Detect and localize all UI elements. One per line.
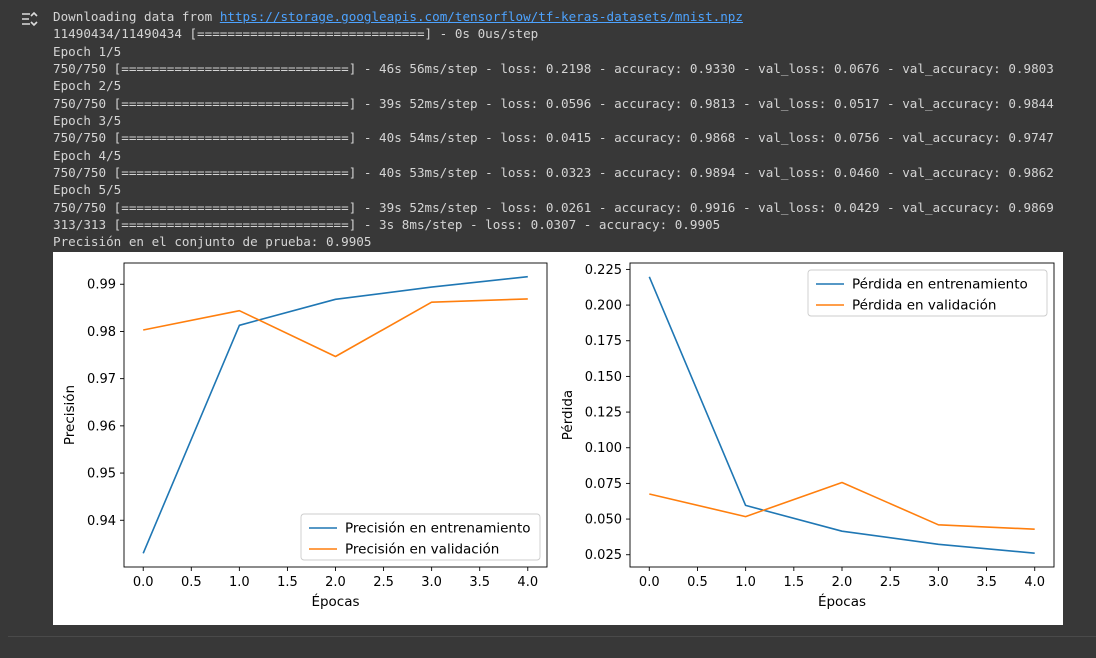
console-line: 750/750 [==============================]… (53, 95, 1054, 111)
y-tick-label: 0.125 (585, 406, 622, 421)
x-tick-label: 2.5 (373, 575, 394, 590)
legend-label: Pérdida en entrenamiento (852, 277, 1028, 293)
x-tick-label: 1.0 (229, 575, 250, 590)
console-line: Precisión en el conjunto de prueba: 0.99… (53, 234, 372, 250)
console-line: 313/313 [==============================]… (53, 217, 721, 233)
console-line: Epoch 1/5 (53, 43, 122, 59)
y-tick-label: 0.98 (87, 325, 116, 340)
series-line-train (142, 275, 528, 554)
x-tick-label: 0.0 (639, 575, 660, 590)
download-link[interactable]: https://storage.googleapis.com/tensorflo… (219, 9, 743, 24)
x-tick-label: 0.0 (133, 575, 154, 590)
y-tick-label: 0.075 (585, 477, 622, 492)
legend-box (807, 269, 1048, 317)
legend-label: Pérdida en validación (852, 298, 996, 314)
figure-canvas: 0.0 0.5 1.0 1.5 2.0 2.5 3.0 3.5 4.0 0.94 0.95 0.96 0… (62, 262, 1055, 610)
y-tick-label: 0.99 (87, 278, 116, 293)
y-tick-label: 0.97 (87, 372, 116, 387)
x-tick-label: 4.0 (1024, 575, 1045, 590)
x-tick-label: 1.5 (277, 575, 298, 590)
legend-box (300, 513, 541, 561)
console-output: Downloading data from https://storage.go… (53, 8, 1054, 251)
x-axis-label: Épocas (818, 593, 866, 610)
chart-1: 0.0 0.5 1.0 1.5 2.0 2.5 3.0 3.5 4.0 0.94 0.95 0.96 0… (62, 262, 548, 610)
console-line: Epoch 3/5 (53, 113, 122, 129)
x-tick-label: 3.0 (928, 575, 949, 590)
cell-footer (0, 637, 1096, 658)
x-tick-label: 2.5 (880, 575, 901, 590)
x-tick-label: 1.0 (735, 575, 756, 590)
legend-label: Precisión en entrenamiento (345, 521, 531, 537)
legend-label: Precisión en validación (345, 542, 499, 558)
y-tick-label: 0.95 (87, 467, 116, 482)
legend: Precisión en entrenamiento Precisión en v… (300, 513, 541, 561)
x-tick-label: 0.5 (687, 575, 708, 590)
x-tick-label: 3.0 (421, 575, 442, 590)
series-line-val (649, 481, 1035, 530)
x-tick-label: 2.0 (832, 575, 853, 590)
matplotlib-figure: 0.0 0.5 1.0 1.5 2.0 2.5 3.0 3.5 4.0 0.94 0.95 0.96 0… (53, 252, 1063, 625)
y-axis-label: Pérdida (560, 390, 576, 440)
y-axis-label: Precisión (62, 385, 78, 445)
console-line: 750/750 [==============================]… (53, 130, 1054, 146)
y-tick-label: 0.94 (87, 514, 116, 529)
chart-2: 0.0 0.5 1.0 1.5 2.0 2.5 3.0 3.5 4.0 0.025 0.050 0.0… (560, 262, 1055, 610)
series-line-train (648, 276, 1035, 554)
x-tick-label: 3.5 (976, 575, 997, 590)
console-line: Epoch 2/5 (53, 78, 122, 94)
console-line: Epoch 4/5 (53, 147, 122, 163)
series-line-val (143, 298, 528, 358)
download-line: Downloading data from https://storage.go… (53, 8, 1054, 25)
x-tick-label: 0.5 (181, 575, 202, 590)
y-tick-label: 0.100 (585, 441, 622, 456)
y-tick-label: 0.200 (585, 299, 622, 314)
y-tick-label: 0.025 (585, 548, 622, 563)
console-line: 750/750 [==============================]… (53, 165, 1054, 181)
download-prefix: Downloading data from (53, 9, 220, 24)
y-tick-label: 0.175 (585, 334, 622, 349)
output-collapse-icon[interactable] (18, 8, 42, 30)
x-axis-label: Épocas (311, 593, 359, 610)
y-tick-label: 0.150 (585, 370, 622, 385)
y-tick-label: 0.225 (585, 263, 622, 278)
console-line: Epoch 5/5 (53, 182, 122, 198)
console-line: 11490434/11490434 [=====================… (53, 26, 539, 42)
x-tick-label: 2.0 (325, 575, 346, 590)
y-tick-label: 0.96 (87, 419, 116, 434)
legend: Pérdida en entrenamiento Pérdida en valid… (807, 269, 1048, 317)
x-tick-label: 1.5 (783, 575, 804, 590)
x-tick-label: 4.0 (517, 575, 538, 590)
console-line: 750/750 [==============================]… (53, 199, 1054, 215)
y-tick-label: 0.050 (585, 513, 622, 528)
output-gutter (8, 0, 48, 636)
console-line: 750/750 [==============================]… (53, 61, 1054, 77)
x-tick-label: 3.5 (469, 575, 490, 590)
